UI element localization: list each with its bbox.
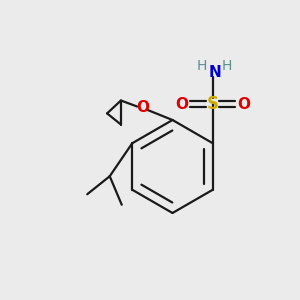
Text: H: H	[196, 59, 207, 73]
Text: N: N	[208, 64, 221, 80]
Text: H: H	[222, 59, 232, 73]
Text: O: O	[176, 97, 188, 112]
Text: O: O	[136, 100, 149, 116]
Text: O: O	[237, 97, 250, 112]
Text: S: S	[207, 95, 219, 113]
